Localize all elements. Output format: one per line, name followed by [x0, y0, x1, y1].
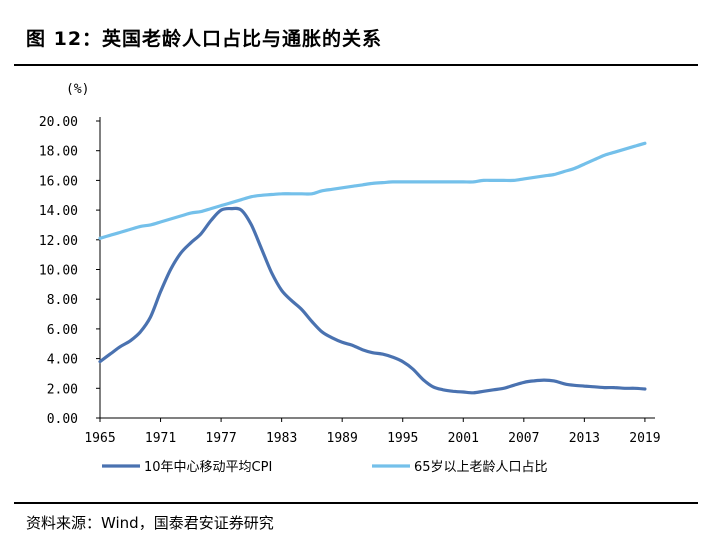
- x-tick-label: 2001: [448, 431, 479, 446]
- source-note: 资料来源：Wind，国泰君安证券研究: [26, 514, 274, 532]
- y-axis-ticks: 0.00 2.00 4.00 6.00 8.00 10.00 12.00 14.00 16.00…: [39, 115, 100, 427]
- line-chart: (%) 0.00 2.00 4.00 6.00 8.00 10.00 12.00 14.00 1…: [39, 82, 661, 475]
- y-tick-label: 4.00: [47, 353, 78, 368]
- y-tick-label: 16.00: [39, 174, 78, 189]
- x-tick-label: 1977: [205, 431, 236, 446]
- y-tick-label: 6.00: [47, 323, 78, 338]
- y-tick-label: 12.00: [39, 234, 78, 249]
- x-tick-label: 2007: [508, 431, 539, 446]
- axes: [99, 117, 655, 419]
- legend: 10年中心移动平均CPI 65岁以上老龄人口占比: [102, 460, 548, 475]
- y-tick-label: 18.00: [39, 145, 78, 160]
- legend-label: 10年中心移动平均CPI: [144, 460, 272, 475]
- y-tick-label: 2.00: [47, 382, 78, 397]
- y-tick-label: 14.00: [39, 204, 78, 219]
- x-tick-label: 1971: [145, 431, 176, 446]
- chart-title: 图 12：英国老龄人口占比与通胀的关系: [26, 28, 383, 50]
- top-rule: [14, 64, 698, 66]
- x-tick-label: 1989: [327, 431, 358, 446]
- y-tick-label: 10.00: [39, 264, 78, 279]
- x-axis-ticks: 1965 1971 1977 1983 1989 1995 2001 2007 2013 2019: [84, 418, 661, 446]
- x-tick-label: 1983: [266, 431, 297, 446]
- y-tick-label: 20.00: [39, 115, 78, 130]
- y-tick-label: 0.00: [47, 412, 78, 427]
- x-tick-label: 2019: [629, 431, 660, 446]
- y-axis-unit-label: (%): [66, 82, 89, 97]
- cpi-series-line: [98, 206, 647, 395]
- bottom-rule: [14, 502, 698, 504]
- x-tick-label: 2013: [569, 431, 600, 446]
- aging-population-series-line: [98, 141, 647, 240]
- x-tick-label: 1965: [84, 431, 115, 446]
- legend-label: 65岁以上老龄人口占比: [414, 460, 548, 475]
- y-tick-label: 8.00: [47, 293, 78, 308]
- series-lines: [98, 141, 647, 395]
- x-tick-label: 1995: [387, 431, 418, 446]
